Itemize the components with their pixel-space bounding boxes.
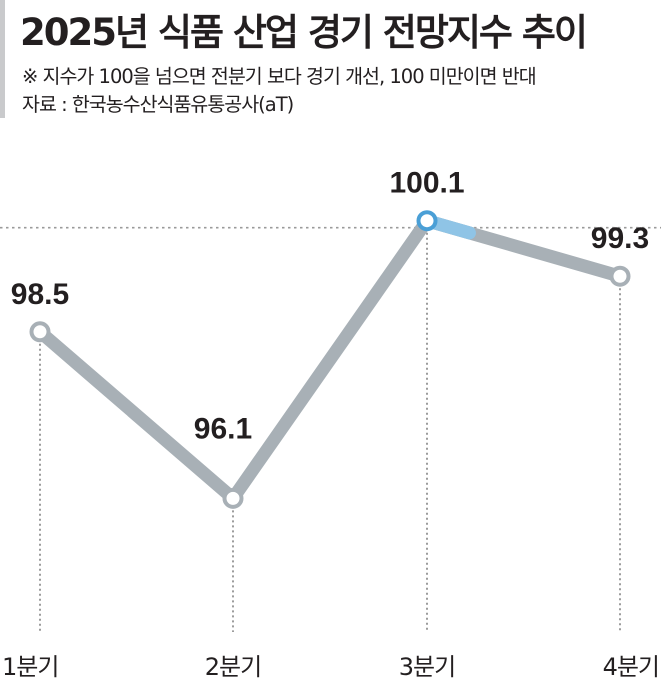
series-line [33, 214, 627, 505]
value-label-2: 96.1 [194, 412, 252, 445]
data-point-3 [416, 210, 438, 232]
chart-note: ※ 지수가 100을 넘으면 전분기 보다 경기 개선, 100 미만이면 반대 [22, 65, 537, 88]
x-tick-label-1: 1분기 [2, 653, 58, 681]
x-tick-label-2: 2분기 [205, 653, 261, 681]
data-point-1 [29, 321, 51, 343]
header-accent-bar [0, 0, 5, 118]
x-tick-label-4: 4분기 [603, 653, 659, 681]
value-label-1: 98.5 [11, 278, 69, 311]
chart-title: 2025년 식품 산업 경기 전망지수 추이 [20, 11, 588, 54]
value-label-3: 100.1 [389, 167, 464, 200]
x-tick-label-3: 3분기 [399, 653, 455, 681]
data-point-4 [609, 265, 631, 287]
chart-source: 자료 : 한국농수산식품유통공사(aT) [22, 93, 294, 116]
data-point-2 [222, 487, 244, 509]
value-label-4: 99.3 [591, 222, 649, 255]
